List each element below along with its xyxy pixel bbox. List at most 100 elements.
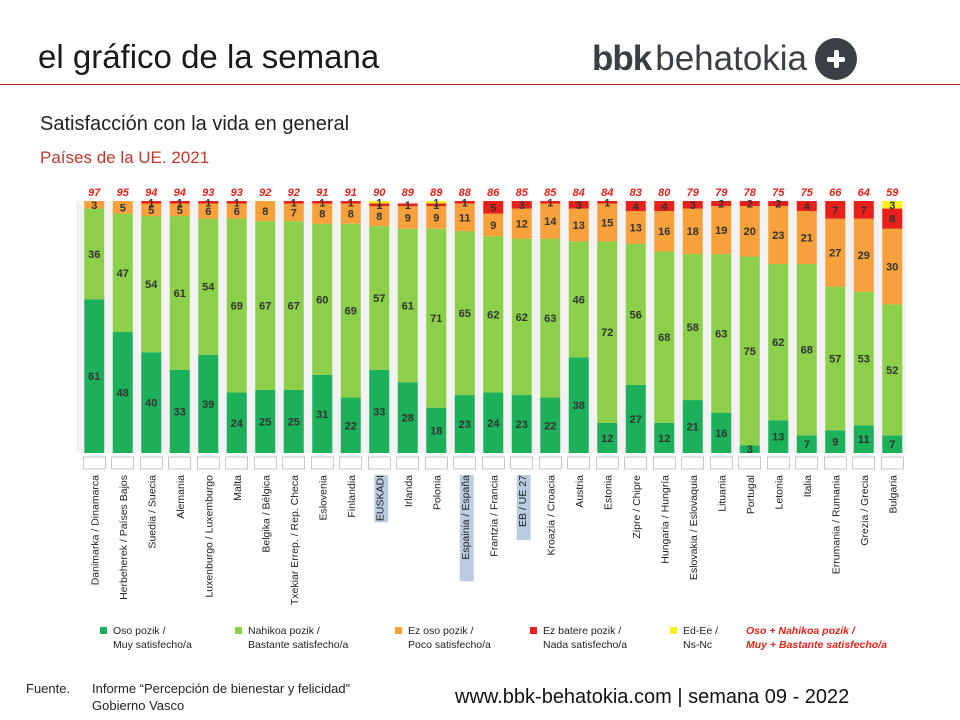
bar-segment [483,213,504,237]
category-label: Frantzia / Francia [488,475,500,557]
bar-segment [739,445,760,453]
bar-segment [169,216,190,370]
bar-value-label: 18 [687,226,699,238]
bar-segment [454,395,475,453]
page-title: el gráfico de la semana [38,38,380,75]
bar-value-label: 7 [889,439,895,451]
bar-value-label: 39 [202,399,214,411]
bar-value-label: 23 [459,419,471,431]
bar-segment [768,420,789,453]
flag-icon [168,456,192,470]
category-label: Letonia [773,475,785,510]
bar-segment [853,218,874,292]
bar-total-label: 97 [88,187,101,199]
bar-value-label: 62 [487,309,499,321]
bar-segment [226,218,247,393]
category-highlight [374,475,389,523]
flag-icon [681,456,705,470]
flag-icon [738,456,762,470]
category-label: Herbeherek / Países Bajos [118,475,130,600]
brand-logo[interactable]: bbk behatokia [592,36,858,82]
bar-segment [198,203,219,219]
bar-value-label: 25 [259,417,271,429]
bar-value-label: 14 [544,216,557,228]
bar-segment [397,203,418,207]
bar-segment [483,236,504,393]
bar-segment [141,203,162,217]
bar-segment [312,223,333,375]
bar-total-label: 83 [630,187,642,199]
bar-segment [454,203,475,232]
bar-value-label: 8 [376,211,382,223]
category-label: Alemania [175,475,187,519]
bar-value-label: 36 [88,249,100,261]
flag-icon [339,456,363,470]
bar-segment [796,201,817,212]
bar-segment [397,228,418,383]
bar-segment [141,216,162,353]
bar-total-label: 64 [858,187,870,199]
category-label: Lituania [716,475,728,512]
flag-icon [310,456,334,470]
bar-segment [426,228,447,408]
bar-total-label: 66 [829,187,842,199]
bar-segment [711,201,732,207]
bar-segment [682,253,703,401]
bar-total-label: 92 [259,187,271,199]
bar-segment [825,430,846,453]
bar-segment [853,425,874,453]
bar-value-label: 8 [889,214,895,226]
bar-segment [625,201,646,212]
bar-segment [283,203,304,222]
bar-segment [255,221,276,390]
bar-segment [625,211,646,244]
legend-label: Bastante satisfecho/a [248,639,349,651]
bar-value-label: 48 [117,388,129,400]
bar-segment [112,201,133,214]
bar-segment [882,435,903,453]
category-label: Irlanda [403,475,415,507]
flag-icon [652,456,676,470]
bar-value-label: 1 [376,197,382,209]
bar-total-label: 85 [516,187,529,199]
category-label: Kroazia / Croacia [545,475,557,556]
source-label: Fuente. [26,681,71,696]
bar-value-label: 1 [205,197,211,209]
bar-segment [312,203,333,224]
legend-label: Nahikoa pozik / [248,625,320,637]
bar-segment [340,201,361,204]
bar-segment [511,208,532,239]
bar-value-label: 58 [687,322,699,334]
category-label: Hungaria / Hungría [659,475,671,564]
bar-value-label: 1 [319,197,325,209]
flag-icon [823,456,847,470]
bar-value-label: 1 [547,197,553,209]
bar-segment [84,201,105,209]
bar-segment [597,201,618,204]
bar-segment [853,291,874,426]
bar-segment [654,211,675,252]
category-label: Espainia / España [460,475,472,560]
bar-segment [768,264,789,421]
bar-value-label: 46 [573,294,585,306]
flag-icon [82,456,106,470]
bar-value-label: 11 [459,212,471,224]
bar-value-label: 5 [120,202,126,214]
bar-value-label: 1 [291,197,297,209]
flag-icon [196,456,220,470]
bar-value-label: 7 [832,205,838,217]
footer-website[interactable]: www.bbk-behatokia.com | semana 09 - 2022 [455,686,850,708]
bar-value-label: 2 [747,199,753,211]
bar-value-label: 71 [430,313,442,325]
bar-value-label: 8 [319,209,325,221]
bar-segment [283,201,304,204]
legend-swatch [530,627,537,634]
category-label: Belgika / Bélgica [260,475,272,553]
bar-value-label: 7 [804,439,810,451]
bar-segment [312,374,333,453]
bar-value-label: 40 [145,398,157,410]
flag-icon [624,456,648,470]
bar-value-label: 3 [576,200,582,212]
bar-segment [255,201,276,222]
bar-segment [654,201,675,212]
